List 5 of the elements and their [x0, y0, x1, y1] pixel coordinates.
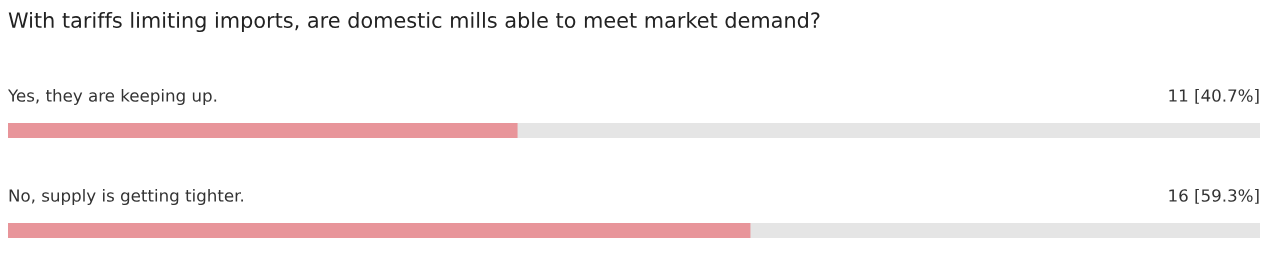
chart-title: With tariffs limiting imports, are domestic mills able to meet market demand? [8, 11, 820, 33]
y-tick-label: Yes, they are keeping up. [7, 88, 217, 106]
data-label: 11 [40.7%] [1169, 88, 1259, 104]
data-label: 16 [59.3%] [1169, 188, 1259, 204]
y-tick-label: No, supply is getting tighter. [9, 188, 243, 206]
